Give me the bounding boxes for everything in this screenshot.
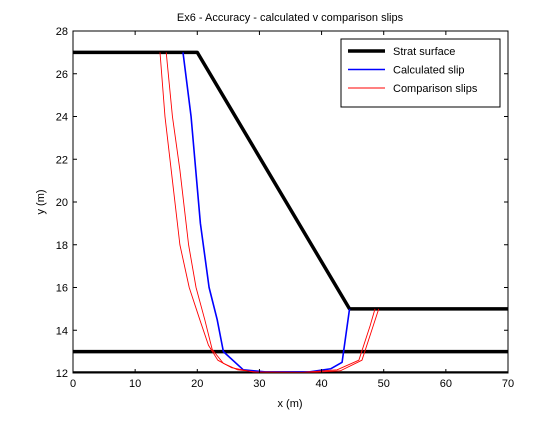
y-tick-label: 24 bbox=[56, 112, 68, 124]
legend-label-calculated-slip: Calculated slip bbox=[393, 65, 465, 77]
chart-title: Ex6 - Accuracy - calculated v comparison… bbox=[177, 12, 404, 24]
plot-layer bbox=[73, 50, 508, 373]
x-tick-label: 50 bbox=[378, 378, 390, 390]
comparison-slips-line-2 bbox=[165, 52, 380, 373]
y-tick-label: 28 bbox=[56, 26, 68, 38]
y-tick-label: 12 bbox=[56, 368, 68, 380]
y-tick-label: 26 bbox=[56, 69, 68, 81]
legend: Strat surface Calculated slip Comparison s… bbox=[340, 38, 501, 108]
legend-label-strat-surface: Strat surface bbox=[393, 46, 455, 58]
strat-surface-line-1 bbox=[73, 50, 508, 311]
calculated-slip-line-1 bbox=[182, 52, 351, 373]
x-axis-label: x (m) bbox=[277, 398, 302, 410]
x-tick-label: 40 bbox=[315, 378, 327, 390]
x-tick-label: 30 bbox=[253, 378, 265, 390]
x-tick-label: 60 bbox=[440, 378, 452, 390]
y-tick-label: 14 bbox=[56, 325, 68, 337]
y-tick-label: 16 bbox=[56, 283, 68, 295]
legend-box bbox=[340, 38, 501, 108]
x-tick-label: 20 bbox=[191, 378, 203, 390]
x-tick-label: 70 bbox=[502, 378, 514, 390]
comparison-slips-line-1 bbox=[159, 52, 376, 373]
y-tick-label: 20 bbox=[56, 197, 68, 209]
y-tick-label: 22 bbox=[56, 154, 68, 166]
y-tick-label: 18 bbox=[56, 240, 68, 252]
x-tick-label: 10 bbox=[129, 378, 141, 390]
tick-layer: 0 10 20 30 40 50 60 70 12 14 16 18 20 22 24 26 28 bbox=[56, 26, 514, 390]
legend-label-comparison-slips: Comparison slips bbox=[393, 83, 478, 95]
y-axis-label: y (m) bbox=[35, 189, 47, 214]
x-tick-label: 0 bbox=[70, 378, 76, 390]
